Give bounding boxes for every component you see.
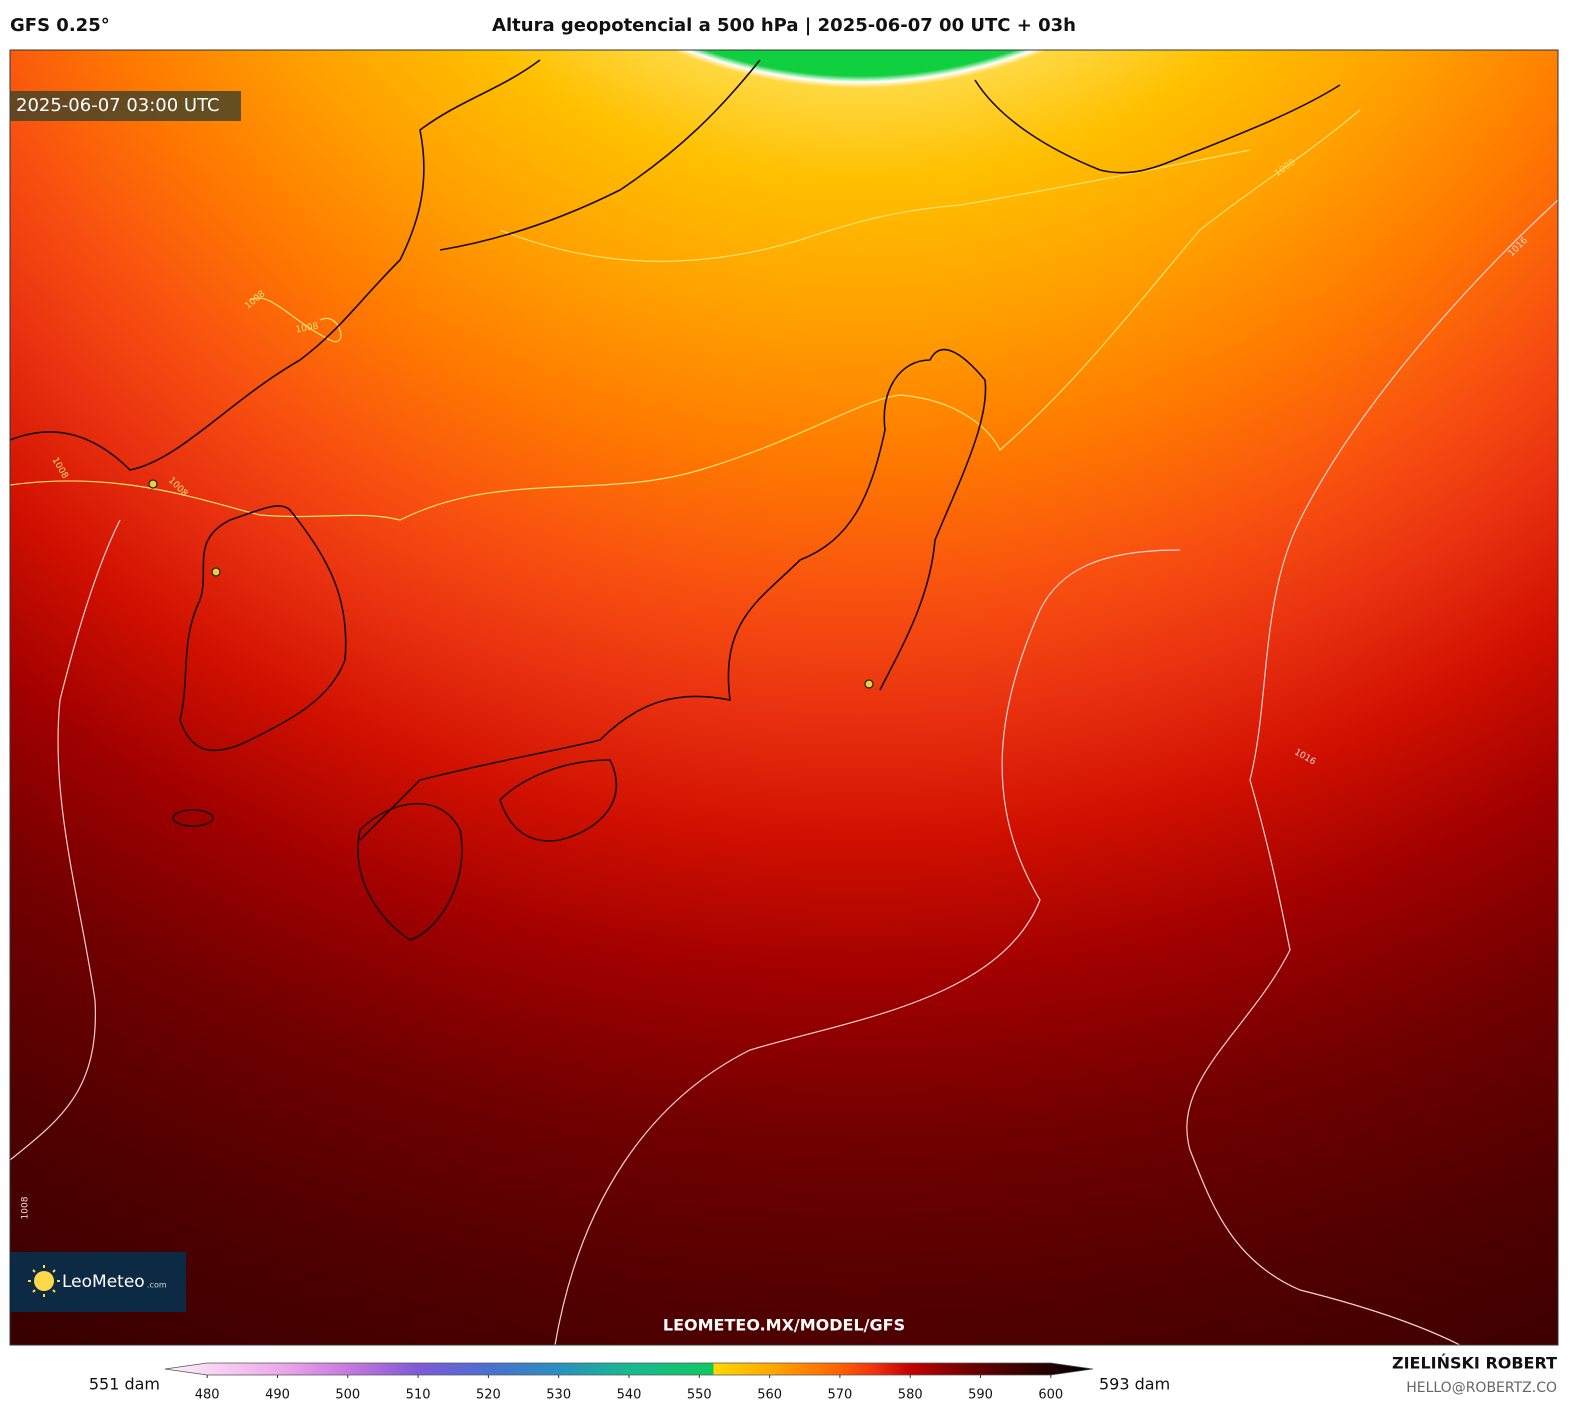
colorbar-tick-label: 520 — [476, 1388, 501, 1403]
colorbar-tick-label: 560 — [757, 1388, 782, 1403]
logo-rays — [28, 1265, 60, 1297]
model-name: GFS 0.25° — [10, 15, 110, 36]
contour-label: 1008 — [295, 322, 320, 336]
colorbar-tick-label: 580 — [898, 1388, 923, 1403]
isobars-1008 — [10, 109, 1361, 521]
timestamp-box — [10, 91, 241, 121]
colorbar-tick-label: 500 — [335, 1388, 360, 1403]
colorbar-max-label: 593 dam — [1099, 1375, 1170, 1394]
colorbar-tick-label: 600 — [1038, 1388, 1063, 1403]
map-frame — [9, 49, 1559, 1346]
colorbar: 480 490 500 510 520 530 540 550 560 570 580 590 600 — [164, 1362, 1094, 1403]
colorbar-body — [164, 1362, 1094, 1376]
colorbar-tick-label: 480 — [195, 1388, 220, 1403]
colorbar-tick-label: 490 — [265, 1388, 290, 1403]
isobars-1016 — [10, 199, 1558, 1345]
colorbar-tick-label: 570 — [827, 1388, 852, 1403]
map-title: Altura geopotencial a 500 hPa | 2025-06-… — [492, 15, 1076, 36]
colorbar-min-label: 551 dam — [89, 1375, 160, 1394]
logo-sun — [34, 1271, 54, 1291]
logo-name: LeoMeteo — [62, 1272, 145, 1292]
email: HELLO@ROBERTZ.CO — [1406, 1380, 1557, 1396]
colorbar-tick-label: 510 — [406, 1388, 431, 1403]
timestamp: 2025-06-07 03:00 UTC — [16, 95, 220, 116]
colorbar-tick-label: 530 — [546, 1388, 571, 1403]
colorbar-tick-label: 540 — [617, 1388, 642, 1403]
colorbar-tick-label: 550 — [687, 1388, 712, 1403]
contour-label: 1008 — [21, 1196, 31, 1219]
height-field — [10, 50, 1558, 1345]
watermark: LEOMETEO.MX/MODEL/GFS — [663, 1316, 905, 1335]
coastlines — [10, 59, 1341, 941]
city-markers — [148, 479, 874, 689]
colorbar-tick-label: 590 — [968, 1388, 993, 1403]
logo-suffix: .com — [147, 1281, 167, 1290]
author: ZIELIŃSKI ROBERT — [1392, 1354, 1557, 1373]
